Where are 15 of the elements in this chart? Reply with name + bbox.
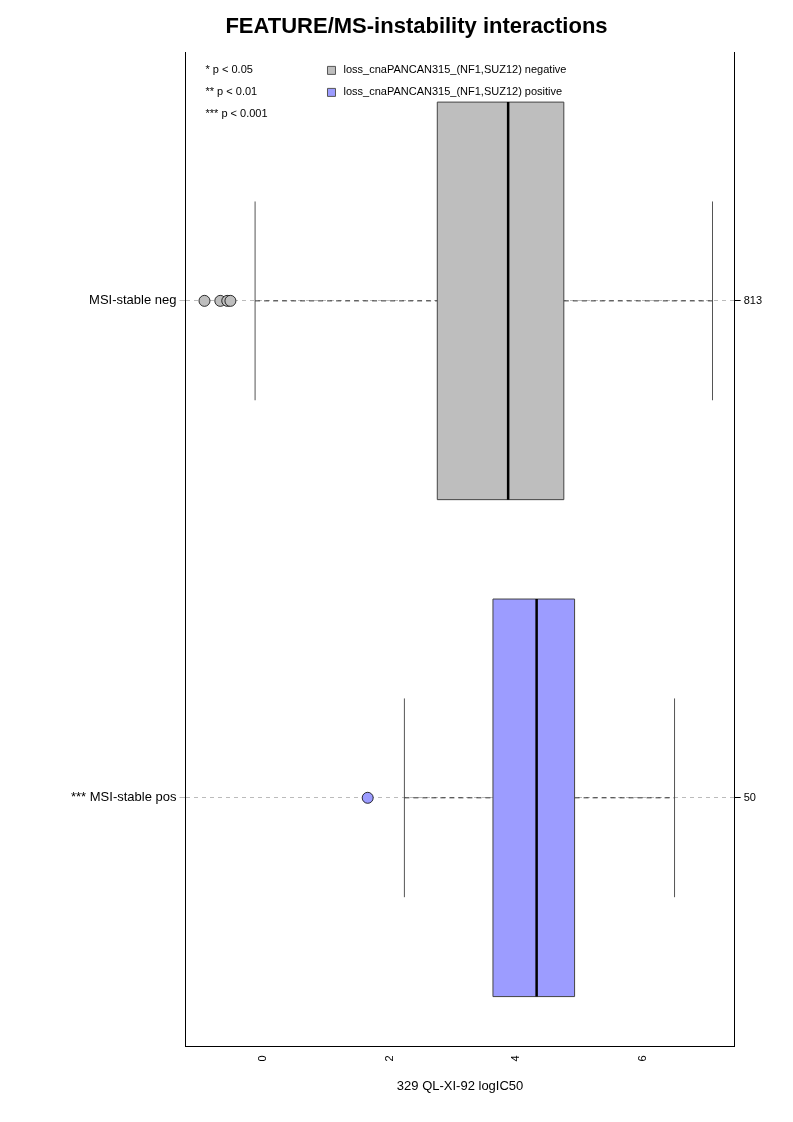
chart-title: FEATURE/MS-instability interactions <box>225 13 608 39</box>
x-tick-label: 2 <box>382 1055 395 1062</box>
y2-tick-label: 813 <box>743 293 763 306</box>
legend-label: loss_cnaPANCAN315_(NF1,SUZ12) negative <box>343 63 567 76</box>
x-tick-label: 4 <box>509 1055 522 1062</box>
annotation: ** p < 0.01 <box>205 85 258 98</box>
y-tick-label: *** MSI-stable pos <box>70 789 177 805</box>
x-tick-label: 6 <box>635 1055 648 1062</box>
x-axis-title: 329 QL-XI-92 logIC50 <box>396 1077 524 1093</box>
x-tick-label: 0 <box>256 1055 269 1062</box>
y2-tick-label: 50 <box>743 790 756 803</box>
annotation: * p < 0.05 <box>205 63 253 76</box>
annotation: *** p < 0.001 <box>205 107 268 120</box>
legend-label: loss_cnaPANCAN315_(NF1,SUZ12) positive <box>343 85 563 98</box>
y-tick-label: MSI-stable neg <box>89 292 177 308</box>
